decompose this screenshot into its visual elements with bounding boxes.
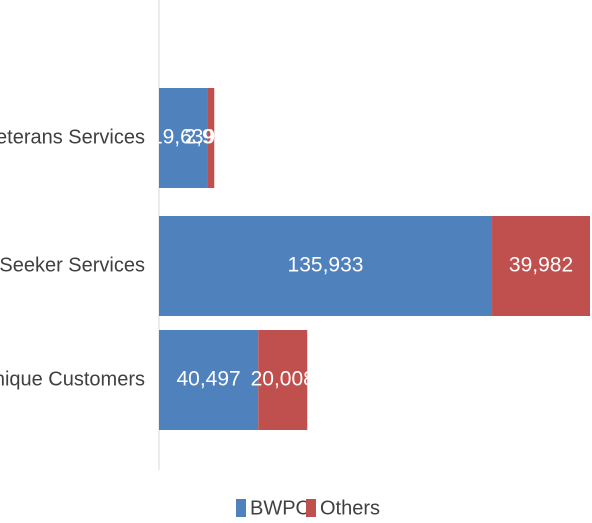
legend-label-others: Others	[320, 497, 380, 519]
value-label-others-jobseeker-services: 39,982	[509, 254, 573, 277]
category-label-unique-customers: Unique Customers	[0, 368, 145, 390]
legend-swatch-others	[306, 499, 316, 517]
value-label-others-unique-customers: 20,008	[251, 368, 315, 391]
value-label-bwpo-veterans-services: 19,639	[151, 126, 215, 149]
bar-others-jobseeker-services	[492, 216, 590, 316]
bar-bwpo-jobseeker-services	[159, 216, 493, 316]
legend: BWPO Others	[236, 497, 380, 519]
value-label-bwpo-unique-customers: 40,497	[176, 368, 240, 391]
category-label-jobseeker-services: JobSeeker Services	[0, 254, 145, 276]
category-label-veterans-services: Veterans Services	[0, 126, 145, 148]
bar-others-unique-customers	[258, 330, 308, 430]
bars	[159, 88, 590, 430]
legend-label-bwpo: BWPO	[250, 497, 311, 519]
category-labels: Veterans Services JobSeeker Services Uniqu…	[0, 126, 145, 390]
bar-bwpo-unique-customers	[159, 330, 259, 430]
value-label-others-veterans-services: 2,915	[184, 126, 237, 149]
bar-others-veterans-services	[207, 88, 215, 188]
bar-bwpo-veterans-services	[159, 88, 208, 188]
legend-swatch-bwpo	[236, 499, 246, 517]
value-label-bwpo-jobseeker-services: 135,933	[288, 254, 364, 277]
